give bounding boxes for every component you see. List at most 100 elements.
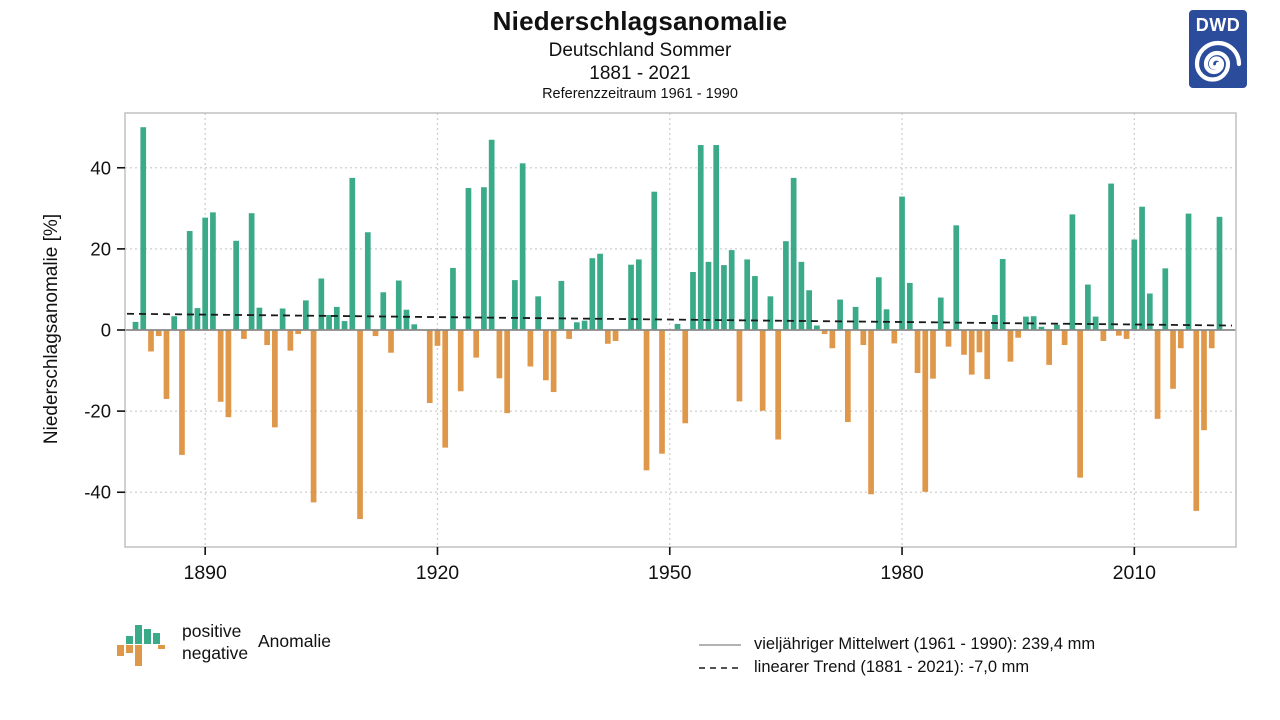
anomaly-bar [1108, 183, 1114, 330]
legend-trend-label: linearer Trend (1881 - 2021): -7,0 mm [754, 658, 1030, 676]
anomaly-bar [171, 316, 178, 330]
dwd-spiral-icon [1194, 40, 1242, 82]
anomaly-bar [1069, 214, 1076, 330]
anomaly-bar [395, 280, 402, 330]
chart-period: 1881 - 2021 [589, 63, 691, 84]
anomaly-bar [767, 296, 774, 330]
legend-mean-label: vieljähriger Mittelwert (1961 - 1990): 2… [754, 635, 1096, 653]
anomaly-bar [635, 259, 642, 330]
anomaly-bar [953, 225, 960, 330]
anomaly-bar [682, 330, 689, 424]
anomaly-bar [279, 308, 286, 330]
anomaly-bar [372, 330, 379, 337]
anomaly-bar [349, 177, 356, 330]
x-tick-label: 1950 [648, 562, 692, 584]
anomaly-bar [728, 250, 735, 330]
anomaly-bar [179, 330, 185, 455]
anomaly-bar [558, 280, 565, 330]
anomaly-bar [364, 232, 371, 330]
anomaly-bar [798, 261, 805, 330]
anomaly-bar [1054, 324, 1060, 330]
anomaly-bar [899, 196, 905, 330]
anomaly-bar [194, 308, 201, 330]
anomaly-bar [659, 330, 665, 454]
anomaly-bar [597, 253, 603, 330]
anomaly-bar [1092, 316, 1099, 330]
y-axis-label: Niederschlagsanomalie [%] [41, 213, 62, 445]
anomaly-bar [612, 330, 619, 341]
anomaly-bar [643, 330, 650, 471]
anomaly-bar [488, 139, 495, 330]
anomaly-bar [581, 320, 588, 330]
anomaly-bar [852, 306, 859, 330]
anomaly-bar [148, 330, 154, 352]
anomaly-bar [651, 191, 658, 330]
anomaly-bar [411, 324, 418, 330]
anomaly-bar [968, 330, 975, 375]
anomaly-bar [961, 330, 967, 355]
anomaly-bar [1046, 330, 1053, 365]
anomaly-bar [976, 330, 983, 353]
anomaly-bar [1216, 216, 1223, 330]
anomaly-bar [875, 277, 882, 330]
anomaly-bar [287, 330, 294, 351]
anomaly-bar [844, 330, 851, 423]
anomaly-bar [914, 330, 921, 373]
anomaly-bar [473, 330, 480, 358]
anomaly-bar [380, 292, 387, 330]
anomaly-bar [589, 258, 596, 330]
anomaly-bar [790, 177, 797, 330]
anomaly-bar [1077, 330, 1083, 478]
legend-trend-row: linearer Trend (1881 - 2021): -7,0 mm [698, 656, 1095, 679]
anomaly-bar [945, 330, 952, 347]
anomaly-bar [1131, 239, 1138, 330]
dashed-line-icon [699, 666, 741, 669]
anomaly-bar [310, 330, 317, 503]
anomaly-bar [891, 330, 898, 344]
anomaly-bar [566, 330, 572, 339]
anomaly-bar [272, 330, 278, 428]
anomaly-bar [1023, 316, 1029, 330]
anomaly-bar [1146, 293, 1153, 330]
anomaly-bar [210, 212, 216, 330]
anomaly-bar [868, 330, 874, 495]
anomaly-bar [357, 330, 363, 520]
anomaly-bar [140, 127, 147, 330]
anomaly-bar [318, 278, 325, 330]
anomaly-bar [690, 272, 696, 330]
anomaly-bar [775, 330, 782, 440]
anomaly-bar [752, 276, 758, 330]
anomaly-bar [1208, 330, 1215, 349]
anomaly-bar [860, 330, 867, 346]
anomaly-bar [806, 290, 812, 330]
dwd-logo-text: DWD [1195, 15, 1241, 35]
anomaly-bar [829, 330, 836, 349]
anomaly-bar [233, 240, 240, 330]
anomaly-bar [1015, 330, 1022, 338]
page-title: Niederschlagsanomalie [492, 6, 788, 36]
anomaly-bar [155, 330, 162, 337]
anomaly-legend-icon [117, 625, 165, 666]
anomaly-bar [1162, 268, 1169, 330]
anomaly-bar [604, 330, 611, 344]
anomaly-bar [550, 330, 557, 393]
anomaly-bar [163, 330, 170, 399]
y-tick-label: -20 [84, 401, 111, 422]
x-tick-label: 1920 [416, 562, 460, 584]
anomaly-bar [341, 321, 348, 330]
anomaly-bar [543, 330, 549, 381]
anomaly-bar [264, 330, 270, 346]
anomaly-bar [705, 261, 712, 330]
anomaly-bar [403, 309, 410, 330]
anomaly-bar [535, 296, 541, 330]
anomaly-bar [1185, 213, 1192, 330]
anomaly-bar [519, 163, 526, 330]
anomaly-bar [697, 145, 704, 330]
anomaly-bar [434, 330, 441, 346]
chart-reference-period: Referenzzeitraum 1961 - 1990 [542, 86, 738, 102]
legend-anomaly-label: Anomalie [258, 631, 331, 651]
anomaly-bar [814, 325, 820, 330]
anomaly-bar [1154, 330, 1161, 419]
